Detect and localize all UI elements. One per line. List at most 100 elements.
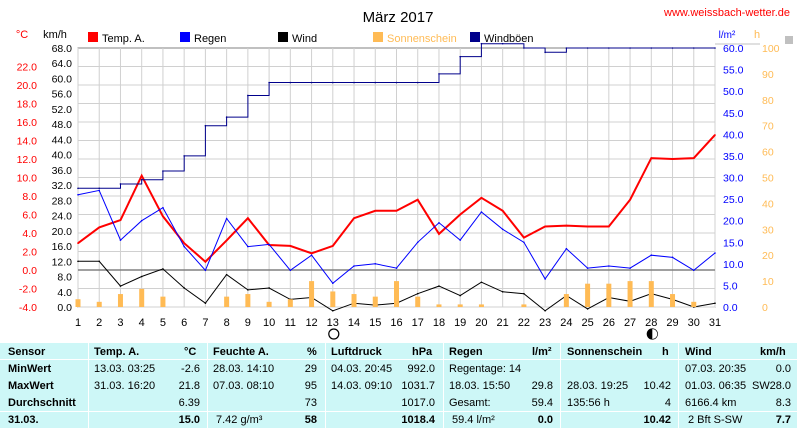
kmh-tick-label: 24.0 [52,211,73,223]
wind-max-date: 01.03. 06:35 [685,380,747,392]
wind-header: Wind [685,346,712,358]
data-point [183,155,185,157]
kmh-tick-label: 40.0 [52,150,73,162]
legend-label: Wind [292,33,317,45]
data-point [459,55,462,58]
stats-col-divider [560,343,561,428]
kmh-tick-label: 56.0 [52,89,73,101]
rain-header: Regen [449,346,483,358]
x-tick-label: 26 [603,317,615,329]
rain-today: 0.0 [537,414,553,426]
sunshine-bar [648,281,654,307]
x-tick-label: 18 [433,317,445,329]
data-point [671,47,674,49]
temp-tick-label: 20.0 [17,80,38,92]
data-point [714,302,716,304]
x-tick-label: 28 [645,317,657,329]
rain-tick-label: 50.0 [723,86,744,98]
temp-axis-unit: °C [16,29,28,41]
sun-tick-label: 40 [762,198,774,210]
stats-col-divider [325,343,326,428]
data-point [395,210,398,212]
legend-label: Windböen [484,33,534,45]
legend-swatch [180,32,190,42]
sensor-header: Sensor [8,346,46,358]
x-tick-label: 15 [369,317,381,329]
rain-axis-unit: l/m² [719,30,736,41]
data-point [586,47,589,49]
data-point [247,217,249,219]
sun-max-date: 28.03. 19:25 [567,380,629,392]
press-unit: hPa [412,346,433,358]
data-point [119,285,122,287]
legend-swatch [278,32,288,42]
sun-tick-label: 10 [762,276,774,288]
sun-header: Sonnenschein [567,346,643,358]
sunshine-bar [585,283,591,307]
wind-today-note: 2 Bft S-SW [688,414,743,426]
kmh-tick-label: 32.0 [52,180,73,192]
sun-tick-label: 80 [762,95,774,107]
data-point [289,245,292,247]
data-point [523,47,525,49]
sunshine-bar [117,294,123,307]
axis-cap-marker [785,36,793,44]
data-point [289,81,292,84]
x-tick-label: 21 [497,317,509,329]
data-point [523,241,525,244]
x-tick-label: 17 [412,317,424,329]
x-tick-label: 8 [224,317,230,329]
sunshine-bar [394,281,399,307]
legend-swatch [470,32,480,42]
data-point [98,189,101,192]
temp-tick-label: -4.0 [19,302,37,314]
max-label: MaxWert [8,380,54,392]
temp-tick-label: 16.0 [17,117,38,129]
data-point [438,222,440,224]
sun-tick-label: 100 [762,43,780,55]
kmh-tick-label: 0.0 [57,302,72,314]
temp-tick-label: -2.0 [19,284,37,296]
hum-abs: 7.42 g/m³ [216,414,263,426]
rain-tick-label: 45.0 [723,108,744,120]
x-tick-label: 3 [117,317,123,329]
data-point [586,267,589,269]
legend-swatch [88,32,98,42]
sun-tick-label: 30 [762,224,774,236]
temp-today: 15.0 [178,414,200,426]
data-point [353,265,355,267]
sun-days: 4 [664,397,671,409]
x-tick-label: 5 [160,317,166,329]
data-point [247,289,249,291]
sunshine-bar [96,301,102,307]
legend-label: Temp. A. [102,33,145,45]
data-point [544,278,546,280]
data-point [438,73,440,75]
kmh-tick-label: 64.0 [52,58,73,70]
data-point [650,157,653,159]
data-point [332,81,334,84]
moon-light-half [652,329,658,339]
data-point [480,211,483,213]
data-point [692,47,695,49]
rain-tick-label: 40.0 [723,129,744,141]
legend-label: Sonnenschein [387,33,457,45]
rain-tick-label: 25.0 [723,194,744,206]
data-point [310,254,313,256]
data-point [608,47,610,49]
rain-tick-label: 15.0 [723,237,744,249]
stats-col-divider [443,343,444,428]
data-point [140,174,143,177]
data-point [374,81,377,84]
data-point [501,42,504,45]
data-point [98,226,101,229]
press-header: Luftdruck [331,346,382,358]
sunshine-bar [457,304,463,307]
data-point [565,247,568,250]
data-point [119,239,122,241]
rain-tick-label: 20.0 [723,216,744,228]
kmh-tick-label: 20.0 [52,226,73,238]
sun-tick-label: 90 [762,69,774,81]
site-link[interactable]: www.weissbach-wetter.de [663,7,790,19]
sunshine-bar [415,296,421,307]
